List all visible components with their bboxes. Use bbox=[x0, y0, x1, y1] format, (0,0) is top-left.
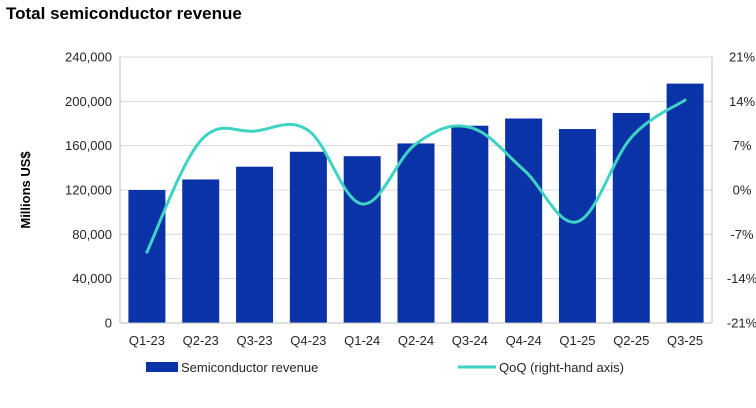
qoq-line bbox=[145, 98, 687, 254]
legend: Semiconductor revenue QoQ (right-hand ax… bbox=[146, 360, 624, 375]
x-tick-label: Q3-25 bbox=[667, 333, 703, 348]
y-axis-label: Millions US$ bbox=[18, 151, 33, 229]
left-tick-label: 0 bbox=[105, 316, 112, 331]
left-tick-label: 240,000 bbox=[65, 50, 112, 65]
bar bbox=[666, 83, 704, 323]
right-tick-label: 21% bbox=[729, 50, 755, 65]
bar bbox=[558, 129, 596, 323]
right-tick-label: 7% bbox=[733, 138, 752, 153]
right-tick-label: -7% bbox=[730, 227, 754, 242]
right-tick-label: -14% bbox=[727, 271, 756, 286]
legend-label-qoq: QoQ (right-hand axis) bbox=[499, 360, 624, 375]
x-tick-label: Q2-23 bbox=[183, 333, 219, 348]
left-tick-label: 80,000 bbox=[72, 227, 112, 242]
x-tick-label: Q1-24 bbox=[344, 333, 380, 348]
chart-title: Total semiconductor revenue bbox=[6, 4, 242, 23]
bar bbox=[451, 125, 489, 323]
x-tick-label: Q2-25 bbox=[613, 333, 649, 348]
qoq-line-path bbox=[145, 98, 687, 254]
bar bbox=[343, 156, 381, 323]
left-tick-label: 200,000 bbox=[65, 94, 112, 109]
legend-label-revenue: Semiconductor revenue bbox=[181, 360, 318, 375]
bar bbox=[505, 118, 543, 323]
bar bbox=[236, 166, 274, 323]
x-tick-label: Q3-24 bbox=[452, 333, 488, 348]
legend-swatch-revenue bbox=[146, 362, 178, 372]
right-tick-label: 0% bbox=[733, 183, 752, 198]
bar bbox=[397, 143, 435, 323]
bar bbox=[182, 179, 220, 323]
bar bbox=[128, 190, 166, 323]
x-tick-label: Q4-24 bbox=[506, 333, 542, 348]
left-tick-label: 120,000 bbox=[65, 183, 112, 198]
bars bbox=[128, 83, 704, 324]
x-tick-label: Q3-23 bbox=[236, 333, 272, 348]
x-tick-label: Q2-24 bbox=[398, 333, 434, 348]
left-tick-label: 160,000 bbox=[65, 138, 112, 153]
x-axis-ticks: Q1-23 Q2-23 Q3-23 Q4-23 Q1-24 Q2-24 Q3-24 Q4-24… bbox=[129, 333, 703, 348]
right-tick-label: -21% bbox=[727, 316, 756, 331]
left-tick-label: 40,000 bbox=[72, 271, 112, 286]
right-tick-label: 14% bbox=[729, 94, 755, 109]
x-tick-label: Q1-25 bbox=[559, 333, 595, 348]
right-axis-ticks: -21% -14% -7% 0% 7% 14% 21% bbox=[727, 50, 756, 331]
bar bbox=[612, 112, 650, 324]
bar bbox=[289, 151, 327, 323]
axes bbox=[119, 57, 713, 324]
x-tick-label: Q4-23 bbox=[290, 333, 326, 348]
left-axis-ticks: 0 40,000 80,000 120,000 160,000 200,000 240,00… bbox=[65, 50, 112, 331]
x-tick-label: Q1-23 bbox=[129, 333, 165, 348]
